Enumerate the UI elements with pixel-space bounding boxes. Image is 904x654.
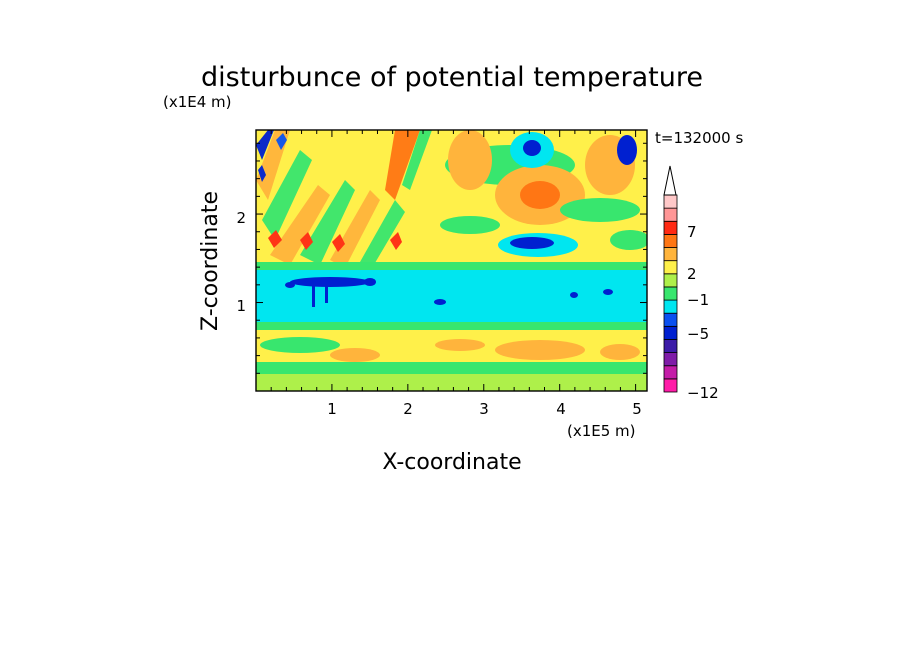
colorbar-label: −1 <box>687 291 709 309</box>
blue-spots <box>285 277 613 307</box>
colorbar-cell <box>663 260 678 275</box>
colorbar-cells <box>663 194 678 393</box>
colorbar-cell <box>663 365 678 380</box>
y-tick-label: 1 <box>236 297 246 315</box>
x-tick-label: 3 <box>479 400 489 418</box>
x-axis: 1 2 3 4 5 (x1E5 m) X-coordinate <box>327 400 642 475</box>
frame-ticks <box>256 130 647 391</box>
colorbar-cell <box>663 207 678 222</box>
colorbar-cell <box>663 378 678 393</box>
contour-field <box>256 130 647 391</box>
bottom-yellow-band <box>256 374 647 391</box>
x-tick-label: 2 <box>403 400 413 418</box>
colorbar-top-arrow <box>663 165 677 196</box>
y-axis-label: Z-coordinate <box>198 191 223 331</box>
colorbar-cell <box>663 273 678 288</box>
colorbar-cell <box>663 194 678 209</box>
y-tick-label: 2 <box>236 209 246 227</box>
colorbar-cell <box>663 312 678 327</box>
colorbar-label: −12 <box>687 384 719 402</box>
colorbar-cell <box>663 299 678 314</box>
x-axis-label: X-coordinate <box>382 450 521 475</box>
lower-green-band <box>256 322 647 332</box>
plot-border <box>255 129 648 392</box>
colorbar-cell <box>663 247 678 262</box>
colorbar-label: −5 <box>687 325 709 343</box>
colorbar-cell <box>663 325 678 340</box>
plot-frame <box>255 129 648 392</box>
lower-features <box>260 337 640 362</box>
x-tick-label: 1 <box>327 400 337 418</box>
colorbar: 7 2 −1 −5 −12 <box>663 165 719 402</box>
x-tick-label: 4 <box>556 400 566 418</box>
x-tick-label: 5 <box>632 400 642 418</box>
chart-title: disturbunce of potential temperature <box>201 62 703 93</box>
wave-fan <box>256 130 432 268</box>
colorbar-label: 2 <box>687 265 697 283</box>
bottom-green-band <box>256 362 647 376</box>
colorbar-cell <box>663 339 678 354</box>
y-unit-label: (x1E4 m) <box>163 93 232 111</box>
x-unit-label: (x1E5 m) <box>567 422 636 440</box>
upper-right-features <box>440 130 647 257</box>
colorbar-cell <box>663 286 678 301</box>
time-label: t=132000 s <box>655 129 743 147</box>
colorbar-cell <box>663 233 678 248</box>
colorbar-cell <box>663 352 678 367</box>
colorbar-label: 7 <box>687 223 697 241</box>
y-axis: 1 2 Z-coordinate <box>198 191 246 331</box>
colorbar-cell <box>663 220 678 235</box>
